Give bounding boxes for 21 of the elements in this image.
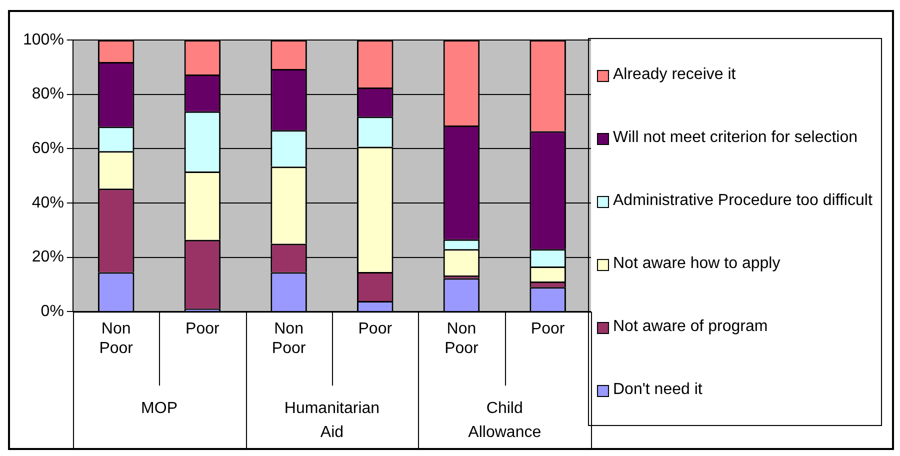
text: Child Allowance: [468, 400, 542, 442]
legend-label: Not aware how to apply: [613, 254, 780, 272]
legend-label: Administrative Procedure too difficult: [613, 192, 872, 210]
y-tick-label: 40%: [32, 194, 64, 212]
y-tick-label: 80%: [32, 86, 64, 103]
legend-label: Already receive it: [613, 66, 736, 84]
x-tick-label: Non Poor: [272, 320, 306, 357]
text: Humanitarian Aid: [284, 400, 380, 442]
y-tick-label: 20%: [32, 248, 64, 266]
y-tick-label: 60%: [32, 140, 64, 158]
legend-label: Not aware of program: [613, 318, 768, 336]
y-tick-label: 100%: [23, 31, 64, 48]
legend-label: Will not meet criterion for selection: [613, 128, 858, 146]
x-tick-label: Non Poor: [444, 320, 480, 357]
x-tick-label: Poor: [358, 320, 393, 338]
text: MOP: [141, 400, 178, 418]
x-tick-label: Non Poor: [99, 320, 134, 357]
x-tick-label: Poor: [186, 320, 220, 338]
x-tick-label: Poor: [530, 320, 566, 338]
legend-label: Don't need it: [613, 380, 702, 398]
y-tick-label: 0%: [40, 303, 64, 320]
